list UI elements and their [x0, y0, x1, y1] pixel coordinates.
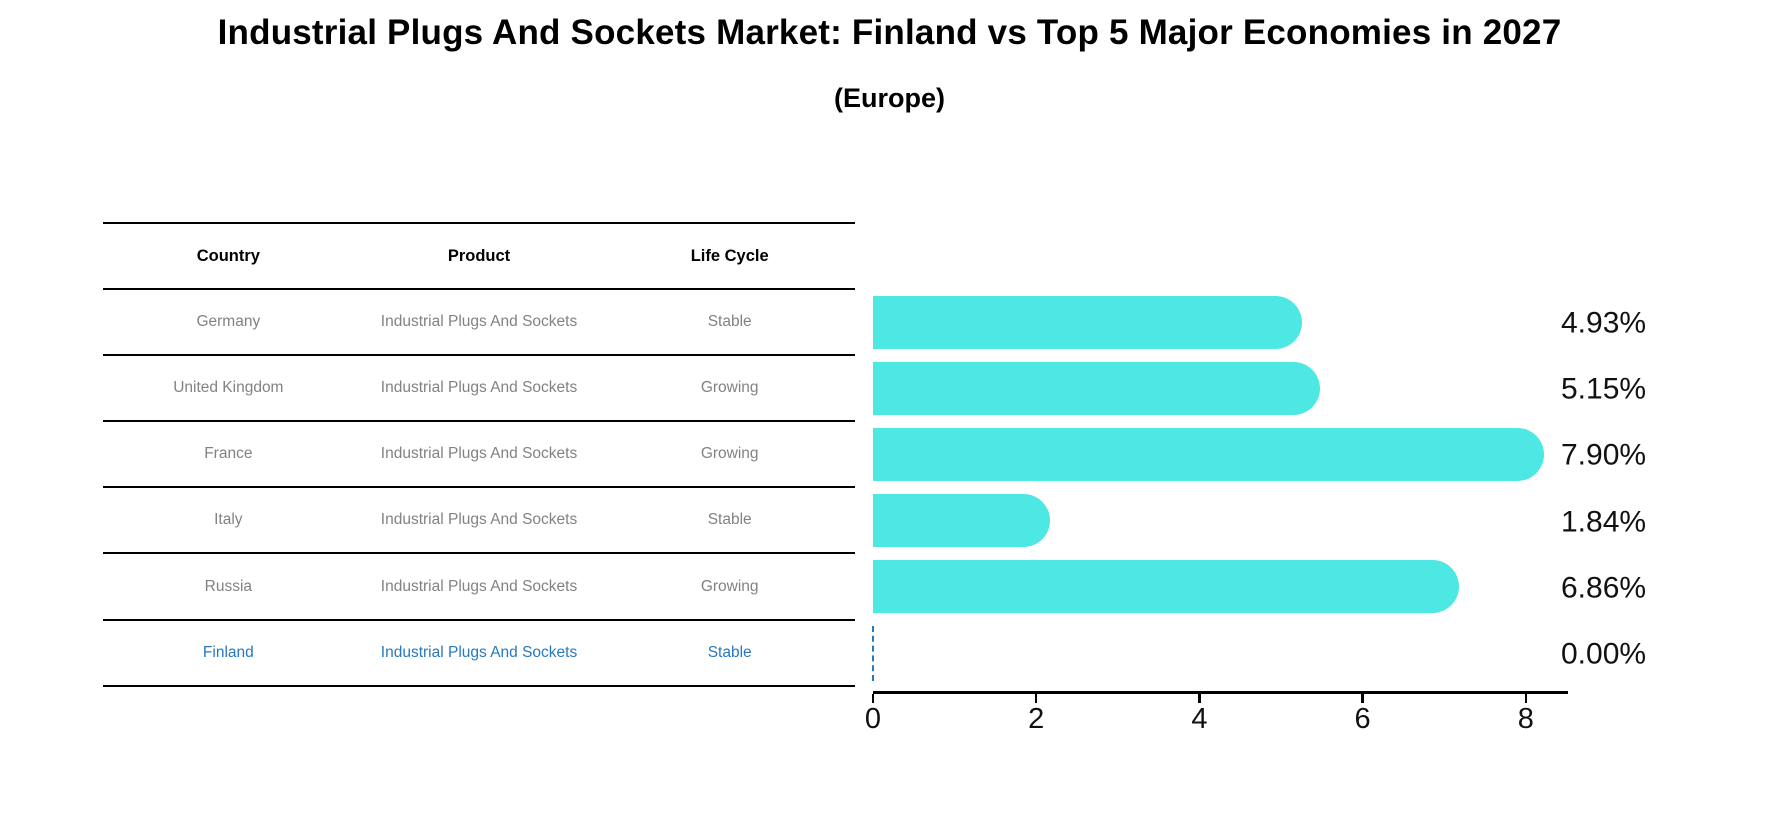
value-label-germany: 4.93%: [1561, 306, 1647, 340]
lifecycle-cell: Growing: [700, 445, 759, 463]
x-axis-tick-label: 4: [1191, 703, 1208, 735]
value-label-france: 7.90%: [1561, 438, 1647, 472]
column-header-lifecycle: Life Cycle: [690, 246, 769, 265]
x-axis-tick: [1361, 694, 1364, 703]
lifecycle-cell: Growing: [700, 379, 759, 397]
x-axis-line: [873, 691, 1568, 694]
x-axis-tick-label: 0: [864, 703, 882, 735]
bar-france: [873, 427, 1545, 481]
table-row-united-kingdom: United Kingdom Industrial Plugs And Sock…: [103, 354, 855, 420]
value-label-italy: 1.84%: [1561, 504, 1647, 538]
value-label-russia: 6.86%: [1561, 571, 1647, 605]
country-cell: Russia: [204, 577, 253, 595]
table-row-france: France Industrial Plugs And Sockets Grow…: [103, 420, 855, 486]
product-cell: Industrial Plugs And Sockets: [380, 577, 578, 595]
lifecycle-cell: Growing: [700, 577, 759, 595]
product-cell: Industrial Plugs And Sockets: [380, 511, 578, 529]
x-axis-tick: [871, 694, 875, 703]
product-cell: Industrial Plugs And Sockets: [380, 643, 578, 661]
country-cell: Finland: [202, 643, 254, 661]
column-header-country: Country: [196, 246, 260, 265]
value-label-finland: 0.00%: [1561, 637, 1647, 671]
product-cell: Industrial Plugs And Sockets: [380, 313, 578, 331]
bar-russia: [873, 560, 1460, 614]
table-row-russia: Russia Industrial Plugs And Sockets Grow…: [103, 552, 855, 618]
finland-zero-marker: [872, 625, 874, 681]
x-axis-tick: [1198, 694, 1201, 703]
table-header-row: Country Product Life Cycle: [103, 222, 855, 288]
value-label-united-kingdom: 5.15%: [1561, 372, 1647, 406]
x-axis-tick-label: 6: [1354, 703, 1371, 735]
bar-united-kingdom: [873, 361, 1320, 415]
x-axis-tick: [1034, 694, 1038, 703]
x-axis-tick-label: 2: [1028, 703, 1045, 735]
bar-italy: [873, 494, 1050, 548]
product-cell: Industrial Plugs And Sockets: [380, 379, 578, 397]
chart-subtitle: (Europe): [834, 83, 945, 113]
bar-germany: [873, 295, 1302, 349]
lifecycle-cell: Stable: [707, 511, 752, 529]
table-row-germany: Germany Industrial Plugs And Sockets Sta…: [103, 288, 855, 354]
column-header-product: Product: [447, 246, 511, 265]
table-row-finland: Finland Industrial Plugs And Sockets Sta…: [103, 618, 855, 685]
country-cell: France: [204, 445, 253, 463]
lifecycle-cell: Stable: [707, 313, 752, 331]
lifecycle-cell: Stable: [707, 643, 752, 661]
x-axis-tick-label: 8: [1517, 703, 1534, 735]
x-axis-tick: [1524, 694, 1528, 703]
country-cell: Germany: [196, 313, 261, 331]
country-cell: United Kingdom: [173, 379, 284, 397]
country-cell: Italy: [214, 511, 243, 529]
chart-title: Industrial Plugs And Sockets Market: Fin…: [217, 13, 1562, 52]
country-table: Country Product Life Cycle Germany Indus…: [103, 222, 855, 687]
product-cell: Industrial Plugs And Sockets: [380, 445, 578, 463]
table-row-italy: Italy Industrial Plugs And Sockets Stabl…: [103, 486, 855, 552]
